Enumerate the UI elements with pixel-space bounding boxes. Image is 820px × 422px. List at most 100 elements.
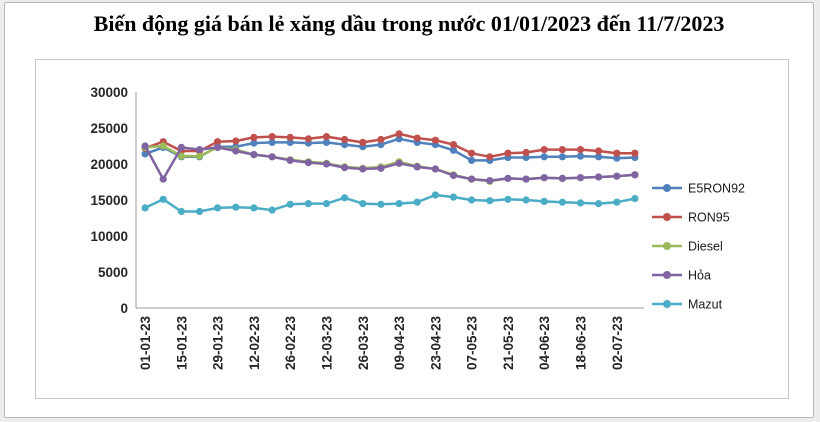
svg-text:21-05-23: 21-05-23 xyxy=(501,316,516,371)
axes: NaN" x2="100" y2="248" stroke="#9b9b9b" … xyxy=(135,92,644,309)
data-point xyxy=(576,199,585,207)
svg-text:20000: 20000 xyxy=(90,157,128,172)
svg-text:25000: 25000 xyxy=(90,121,128,136)
legend-label: Hỏa xyxy=(688,269,711,283)
data-point xyxy=(304,200,312,208)
data-point xyxy=(540,197,548,205)
data-point xyxy=(214,204,222,212)
data-point xyxy=(504,174,512,182)
series-Mazut xyxy=(141,191,639,216)
data-point xyxy=(486,153,494,161)
data-point xyxy=(268,138,276,146)
data-point xyxy=(359,200,367,208)
svg-text:0: 0 xyxy=(120,301,128,316)
data-point xyxy=(613,154,621,162)
data-point xyxy=(540,146,548,154)
data-point xyxy=(195,146,204,154)
data-point xyxy=(558,153,567,161)
data-point xyxy=(250,139,258,147)
data-point xyxy=(413,198,421,206)
data-point xyxy=(159,142,167,150)
data-point xyxy=(558,174,567,182)
data-point xyxy=(449,141,458,149)
data-point xyxy=(286,138,294,146)
data-point xyxy=(141,142,149,150)
svg-text:04-06-23: 04-06-23 xyxy=(537,316,552,371)
data-point xyxy=(468,196,476,204)
data-point xyxy=(286,200,294,208)
legend-marker xyxy=(663,213,671,221)
data-point xyxy=(558,198,567,206)
data-point xyxy=(576,152,585,160)
data-point xyxy=(195,152,204,160)
data-point xyxy=(322,138,331,146)
data-point xyxy=(232,137,240,145)
chart-card: Biến động giá bán lẻ xăng dầu trong nước… xyxy=(4,2,814,418)
data-point xyxy=(468,149,476,157)
data-point xyxy=(268,153,276,161)
data-point xyxy=(304,159,312,167)
data-point xyxy=(449,146,458,154)
svg-text:09-04-23: 09-04-23 xyxy=(392,316,407,371)
chart-frame: 0 5000 10000 15000 20000 25000 30000 NaN" x2="1… xyxy=(35,59,789,399)
legend-item-Hỏa: Hỏa xyxy=(652,269,711,283)
data-point xyxy=(540,153,548,161)
data-point xyxy=(377,164,385,172)
data-point xyxy=(141,150,149,158)
x-axis-tick-labels: 01-01-23 15-01-23 29-01-23 12-02-23 26-02-23… xyxy=(138,316,625,371)
svg-text:26-02-23: 26-02-23 xyxy=(283,316,298,371)
data-point xyxy=(395,130,403,138)
data-point xyxy=(304,135,312,143)
data-point xyxy=(595,200,603,208)
data-point xyxy=(341,135,349,144)
data-point xyxy=(322,200,331,208)
data-point xyxy=(613,149,621,157)
data-point xyxy=(576,146,585,154)
data-point xyxy=(431,165,439,173)
fuel-price-line-chart: 0 5000 10000 15000 20000 25000 30000 NaN" x2="1… xyxy=(36,60,788,396)
legend-item-Mazut: Mazut xyxy=(652,298,723,312)
data-point xyxy=(395,135,403,143)
data-point xyxy=(522,148,530,157)
data-point xyxy=(468,156,476,164)
data-point xyxy=(214,138,222,146)
legend-marker xyxy=(663,184,671,192)
legend-marker xyxy=(663,242,671,250)
data-point xyxy=(595,173,603,181)
data-point xyxy=(232,147,240,155)
svg-text:15-01-23: 15-01-23 xyxy=(174,316,189,371)
data-point xyxy=(413,163,421,171)
data-point xyxy=(359,138,367,146)
data-point xyxy=(504,195,512,203)
page-title: Biến động giá bán lẻ xăng dầu trong nước… xyxy=(93,11,725,36)
data-point xyxy=(522,196,530,204)
data-point xyxy=(377,200,385,208)
data-point xyxy=(250,204,258,212)
data-point xyxy=(177,143,185,151)
data-point xyxy=(504,149,512,157)
data-point xyxy=(286,133,294,141)
series-Hỏa xyxy=(141,142,639,185)
svg-text:23-04-23: 23-04-23 xyxy=(428,316,443,371)
legend-item-Diesel: Diesel xyxy=(652,240,723,254)
data-point xyxy=(613,172,621,180)
data-point xyxy=(449,171,458,180)
data-point xyxy=(631,195,639,203)
data-point xyxy=(214,143,222,151)
data-point xyxy=(558,146,567,154)
data-point xyxy=(377,135,385,144)
data-point xyxy=(377,141,385,149)
data-point xyxy=(613,198,621,206)
data-point xyxy=(413,134,421,142)
legend-item-E5RON92: E5RON92 xyxy=(652,182,745,196)
data-point xyxy=(159,195,167,203)
data-point xyxy=(395,200,403,208)
data-point xyxy=(486,197,494,205)
data-point xyxy=(141,204,149,212)
data-point xyxy=(268,133,276,141)
data-point xyxy=(431,136,439,144)
data-point xyxy=(595,153,603,161)
svg-text:01-01-23: 01-01-23 xyxy=(138,316,153,371)
data-point xyxy=(631,171,639,179)
data-point xyxy=(159,175,167,183)
